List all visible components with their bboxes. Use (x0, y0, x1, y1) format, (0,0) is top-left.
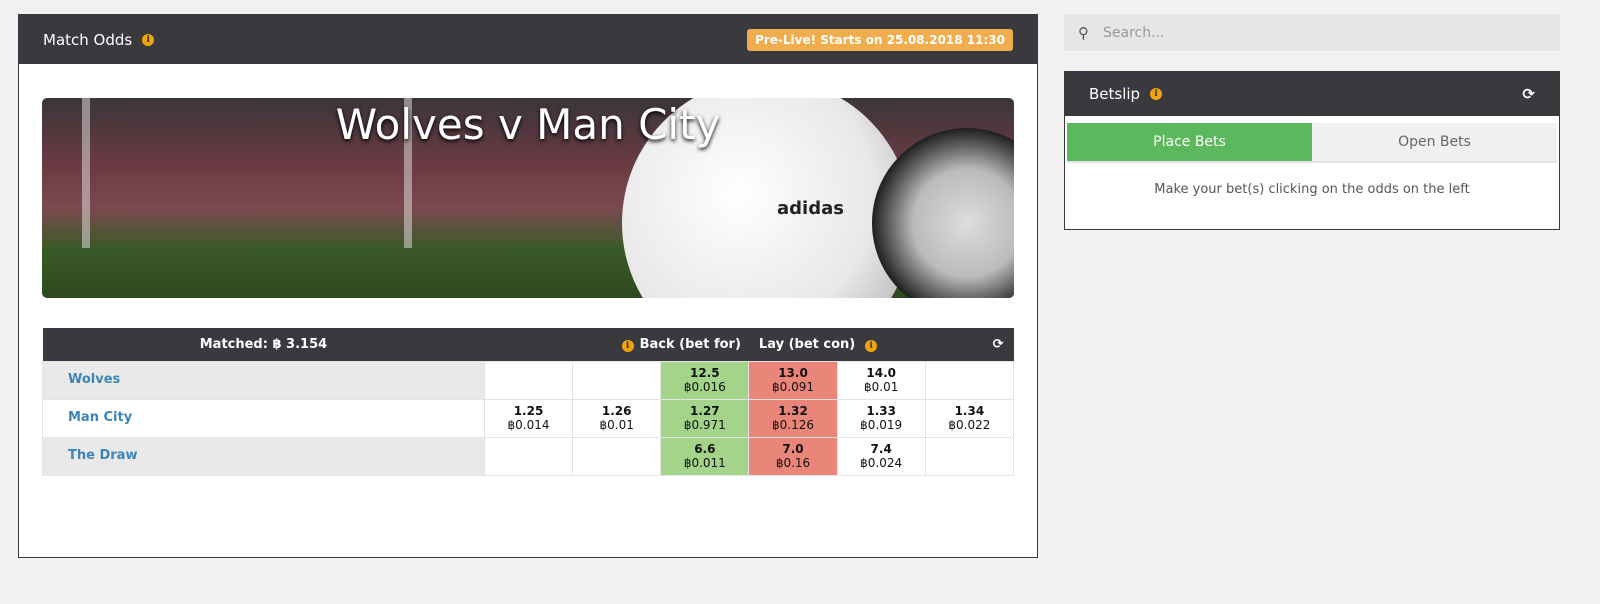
lay-odds-cell[interactable]: 1.34 ฿0.022 (924, 398, 1015, 438)
odds-value: 7.0 (782, 442, 804, 456)
panel-title: Match Odds (43, 30, 133, 49)
lay-odds-cell[interactable]: 14.0 ฿0.01 (836, 360, 926, 400)
tab-open-bets[interactable]: Open Bets (1312, 123, 1557, 161)
odds-value: 13.0 (778, 366, 808, 380)
odds-amount: ฿0.091 (772, 380, 814, 394)
betslip-tabs: Place Bets Open Bets (1067, 123, 1557, 163)
table-row: The Draw 6.6 ฿0.011 7.0 ฿0.16 7.4 ฿0.024 (42, 436, 1015, 476)
odds-amount: ฿0.019 (860, 418, 903, 432)
odds-amount: ฿0.016 (683, 380, 726, 394)
lay-odds-cell[interactable]: 1.33 ฿0.019 (836, 398, 926, 438)
odds-amount: ฿0.014 (507, 418, 550, 432)
status-badge: Pre-Live! Starts on 25.08.2018 11:30 (747, 28, 1013, 51)
back-odds-cell[interactable] (483, 436, 574, 476)
back-odds-cell[interactable]: 1.27 ฿0.971 (660, 398, 750, 438)
back-odds-cell[interactable]: 1.26 ฿0.01 (572, 398, 662, 438)
odds-value: 1.27 (690, 404, 720, 418)
lay-odds-cell[interactable]: 7.4 ฿0.024 (836, 436, 926, 476)
odds-table-header: Matched: ฿ 3.154 i Back (bet for) Lay (be… (42, 328, 1014, 361)
odds-amount: ฿0.024 (860, 456, 903, 470)
odds-value: 14.0 (866, 366, 896, 380)
table-row: Wolves 12.5 ฿0.016 13.0 ฿0.091 14.0 ฿0.01 (42, 360, 1015, 400)
back-info-icon[interactable]: i (621, 339, 634, 352)
odds-amount: ฿0.126 (772, 418, 814, 432)
odds-value: 1.32 (778, 404, 808, 418)
ball-logo: adidas (777, 198, 844, 219)
refresh-icon[interactable]: ⟳ (1522, 85, 1535, 103)
back-odds-cell[interactable] (483, 360, 574, 400)
odds-value: 1.34 (954, 404, 985, 418)
odds-amount: ฿0.01 (599, 418, 634, 432)
search-icon: ⚲ (1078, 23, 1089, 42)
odds-value: 1.25 (513, 404, 544, 418)
back-odds-cell[interactable]: 6.6 ฿0.011 (660, 436, 750, 476)
panel-header: Match Odds i Pre-Live! Starts on 25.08.2… (19, 15, 1037, 64)
lay-label: Lay (bet con) (758, 336, 856, 352)
lay-odds-cell[interactable]: 13.0 ฿0.091 (748, 360, 838, 400)
match-title: Wolves v Man City (335, 100, 721, 149)
back-label: Back (bet for) (639, 336, 741, 352)
lay-odds-cell[interactable] (924, 436, 1015, 476)
betslip-panel: Betslip i ⟳ Place Bets Open Bets Make yo… (1064, 71, 1560, 230)
tab-place-bets[interactable]: Place Bets (1067, 123, 1312, 161)
search-bar[interactable]: ⚲ Search... (1064, 14, 1560, 51)
table-row: Man City 1.25 ฿0.014 1.26 ฿0.01 1.27 ฿0.971 1.3… (42, 398, 1015, 438)
lay-info-icon[interactable]: i (865, 339, 878, 352)
odds-value: 1.33 (866, 404, 896, 418)
lay-odds-cell[interactable]: 7.0 ฿0.16 (748, 436, 838, 476)
matched-amount: Matched: ฿ 3.154 (42, 328, 485, 361)
search-input[interactable]: Search... (1103, 24, 1165, 41)
betslip-empty-message: Make your bet(s) clicking on the odds on… (1154, 182, 1470, 197)
back-odds-cell[interactable] (572, 360, 662, 400)
betslip-title: Betslip (1089, 85, 1141, 103)
odds-amount: ฿0.16 (775, 456, 811, 470)
info-icon[interactable]: i (142, 33, 155, 46)
odds-value: 12.5 (690, 366, 720, 380)
lay-odds-cell[interactable]: 1.32 ฿0.126 (748, 398, 838, 438)
betslip-header: Betslip i ⟳ (1065, 72, 1559, 116)
odds-amount: ฿0.011 (683, 456, 726, 470)
odds-amount: ฿0.022 (948, 418, 991, 432)
odds-amount: ฿0.971 (683, 418, 726, 432)
match-banner: adidas Wolves v Man City (42, 98, 1014, 298)
lay-odds-cell[interactable] (924, 360, 1015, 400)
match-odds-panel: Match Odds i Pre-Live! Starts on 25.08.2… (18, 14, 1038, 558)
odds-table: Matched: ฿ 3.154 i Back (bet for) Lay (be… (42, 328, 1015, 476)
odds-value: 1.26 (601, 404, 632, 418)
odds-amount: ฿0.01 (864, 380, 899, 394)
odds-value: 7.4 (870, 442, 892, 456)
runner-name[interactable]: Man City (42, 398, 485, 438)
back-odds-cell[interactable]: 1.25 ฿0.014 (483, 398, 574, 438)
runner-name[interactable]: Wolves (42, 360, 485, 400)
goal-image (82, 98, 412, 248)
refresh-icon[interactable]: ⟳ (992, 336, 1004, 352)
football-image (622, 98, 912, 298)
back-odds-cell[interactable] (572, 436, 662, 476)
runner-name[interactable]: The Draw (42, 436, 485, 476)
odds-value: 6.6 (694, 442, 716, 456)
info-icon[interactable]: i (1150, 88, 1163, 100)
back-odds-cell[interactable]: 12.5 ฿0.016 (660, 360, 750, 400)
